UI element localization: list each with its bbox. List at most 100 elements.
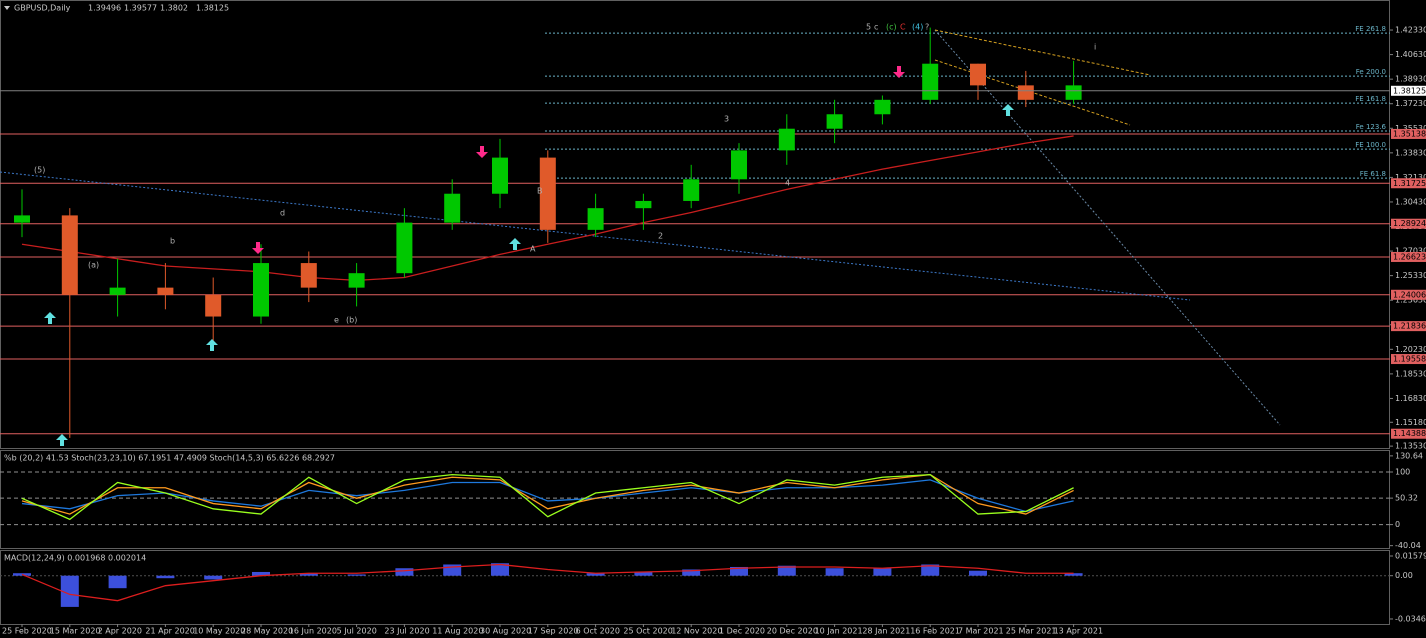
ohlc-value: 1.3802	[160, 4, 188, 13]
candle-body	[635, 200, 652, 209]
fib-label: FE 261.8	[1355, 25, 1386, 33]
x-tick-label: 28 May 2020	[241, 627, 293, 636]
y-tick-label: 1.35530	[1395, 124, 1426, 133]
y-tick-label: 1.20230	[1395, 345, 1426, 354]
candle-body	[205, 294, 222, 317]
y-tick-label: 1.33830	[1395, 148, 1426, 157]
macd-signal	[21, 563, 1074, 602]
fib-label: FE 100.0	[1355, 141, 1386, 149]
level-label: 1.19558	[1393, 355, 1426, 364]
macd-bar	[252, 571, 270, 576]
wave-label: (c)	[886, 23, 897, 32]
x-tick-label: 6 Oct 2020	[576, 627, 620, 636]
y-tick-label: 1.15180	[1395, 418, 1426, 427]
stoch-line	[21, 473, 1074, 515]
x-tick-label: 25 Feb 2020	[2, 627, 52, 636]
candle-body	[1065, 85, 1082, 100]
ohlc-value: 1.39577	[124, 4, 157, 13]
wave-label: 5	[866, 23, 871, 32]
up-arrow	[206, 339, 218, 351]
level-label-box	[1391, 218, 1426, 229]
wave-label: 4	[785, 179, 790, 188]
macd-title: MACD(12,24,9) 0.001968 0.002014	[4, 554, 146, 563]
x-tick-label: 5 Jul 2020	[337, 627, 377, 636]
wave-label: (4)	[912, 23, 923, 32]
x-tick-label: 16 Jun 2020	[289, 627, 337, 636]
level-label: 1.26623	[1393, 252, 1426, 261]
x-tick-label: 11 Aug 2020	[432, 627, 483, 636]
level-label: 1.31725	[1393, 179, 1426, 188]
x-tick-label: 2 Apr 2020	[98, 627, 142, 636]
fib-label: Fe 123.6	[1356, 123, 1387, 131]
x-tick-label: 10 Jan 2021	[815, 627, 863, 636]
macd-bar	[156, 575, 175, 579]
x-tick-label: 12 Nov 2020	[671, 627, 722, 636]
fib-label: Fe 200.0	[1356, 68, 1386, 76]
macd-bar	[682, 569, 701, 576]
macd-bar	[60, 575, 79, 607]
candle-body	[444, 193, 461, 223]
x-tick-label: 7 Mar 2021	[958, 627, 1004, 636]
level-label-box	[1391, 178, 1426, 189]
trendline	[0, 171, 1191, 301]
stoch-title: %b (20,2) 41.53 Stoch(23,23,10) 67.1951 …	[4, 454, 335, 463]
moving-average	[21, 135, 1074, 282]
y-tick-label: 1.38930	[1395, 75, 1426, 84]
macd-bar	[873, 568, 892, 576]
candle-body	[14, 215, 30, 223]
down-arrow	[893, 66, 905, 78]
current-price-label: 1.38125	[1393, 86, 1426, 95]
x-tick-label: 16 Feb 2021	[910, 627, 960, 636]
candle-body	[778, 128, 795, 151]
macd-bar	[443, 564, 462, 576]
y-tick-label: 1.16830	[1395, 394, 1426, 403]
y-tick-label: 50.32	[1395, 494, 1418, 503]
macd-bar	[347, 574, 366, 576]
wave-label: ?	[925, 23, 929, 32]
y-tick-label: 1.37230	[1395, 99, 1426, 108]
wave-label: 2	[658, 232, 663, 241]
wave-label: e	[334, 316, 339, 325]
candle-body	[587, 208, 604, 230]
macd-bar	[969, 570, 987, 576]
y-tick-label: 1.25330	[1395, 271, 1426, 280]
level-label-box	[1391, 428, 1426, 439]
level-label: 1.24006	[1393, 290, 1426, 299]
candle-body	[683, 179, 700, 201]
x-tick-label: 25 Oct 2020	[623, 627, 672, 636]
wave-label: (a)	[88, 261, 99, 270]
main-panel-border	[0, 0, 1390, 449]
y-tick-label: 100	[1395, 467, 1410, 476]
wave-label: C	[900, 23, 906, 32]
x-tick-label: 23 Jul 2020	[384, 627, 429, 636]
down-arrow	[252, 242, 264, 254]
trendline	[934, 29, 1281, 426]
wave-label: d	[280, 209, 285, 218]
chart-title: GBPUSD,Daily	[14, 4, 71, 13]
y-tick-label: 1.30430	[1395, 197, 1426, 206]
y-tick-label: -40.04	[1395, 541, 1421, 550]
candle-body	[61, 215, 78, 295]
level-label-box	[1391, 289, 1426, 300]
x-tick-label: 15 Mar 2020	[50, 627, 101, 636]
y-tick-label: 1.40630	[1395, 50, 1426, 59]
macd-bar	[586, 573, 605, 576]
macd-bar	[777, 565, 796, 576]
x-tick-label: 30 Aug 2020	[480, 627, 531, 636]
candle-body	[109, 287, 126, 295]
ohlc-value: 1.39496	[88, 4, 121, 13]
macd-bar	[491, 563, 509, 576]
y-tick-label: 130.64	[1395, 451, 1423, 460]
y-tick-label: 1.27030	[1395, 247, 1426, 256]
ohlc-value: 1.38125	[196, 4, 229, 13]
wave-label: 3	[724, 115, 729, 124]
y-tick-label: 1.18530	[1395, 369, 1426, 378]
menu-arrow[interactable]	[4, 6, 10, 10]
level-label: 1.14388	[1393, 429, 1426, 438]
macd-bar	[1064, 573, 1083, 576]
macd-panel-border	[0, 550, 1390, 625]
stoch-panel-border	[0, 450, 1390, 549]
macd-bar	[108, 575, 127, 589]
